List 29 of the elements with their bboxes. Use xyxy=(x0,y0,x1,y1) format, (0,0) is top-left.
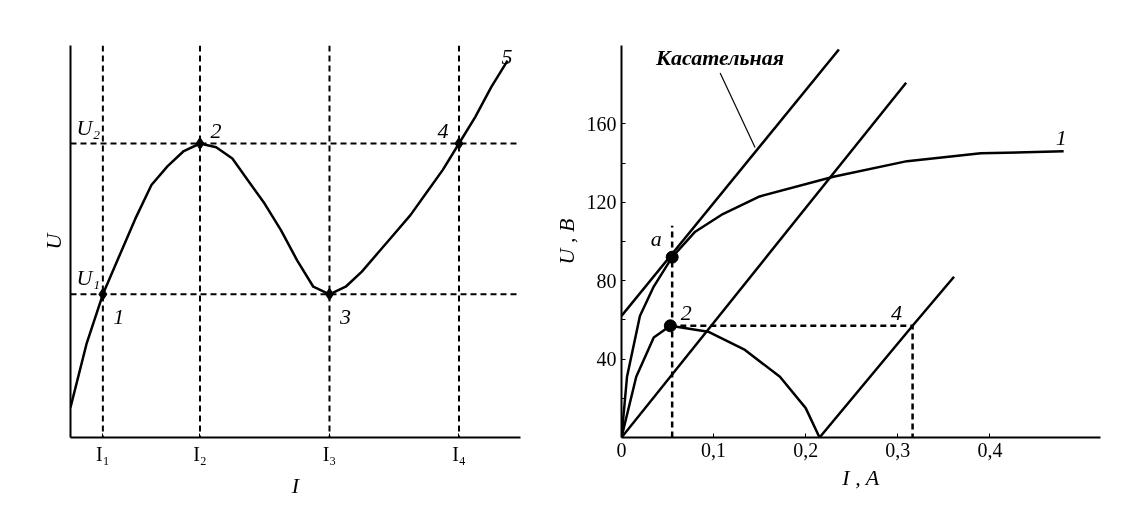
x-tick-label: 0,3 xyxy=(885,438,911,461)
annotation: 3 xyxy=(338,304,351,330)
x-axis-title: I , A xyxy=(841,464,880,490)
annotation: 2 xyxy=(680,299,692,325)
annotation: 1 xyxy=(113,304,125,330)
y-axis-title: U xyxy=(40,231,66,250)
annotation: a xyxy=(650,226,662,252)
annotation: 1 xyxy=(1055,125,1067,151)
annotation: Касательная xyxy=(655,45,785,71)
x-tick-label: I₁ xyxy=(96,442,110,465)
x-tick-label: 0 xyxy=(616,438,627,461)
x-tick-label: 0,4 xyxy=(977,438,1003,461)
x-tick-label: I₃ xyxy=(322,442,337,465)
x-tick-label: 0,2 xyxy=(793,438,819,461)
ref-line-label: U₁ xyxy=(76,265,101,291)
annotation: 5 xyxy=(501,43,513,69)
annotation: 2 xyxy=(210,117,222,143)
y-axis-title: U , B xyxy=(553,218,579,265)
x-tick-label: I₄ xyxy=(452,442,466,465)
y-tick-label: 40 xyxy=(596,348,617,371)
x-axis-title: I xyxy=(290,472,301,498)
x-tick-label: I₂ xyxy=(193,442,207,465)
ref-line-label: U₂ xyxy=(76,114,101,140)
annotation: 4 xyxy=(437,117,449,143)
x-tick-label: 0,1 xyxy=(701,438,727,461)
y-tick-label: 120 xyxy=(586,191,617,214)
y-tick-label: 160 xyxy=(586,112,617,135)
annotation: 4 xyxy=(891,299,903,325)
y-tick-label: 80 xyxy=(596,269,617,292)
